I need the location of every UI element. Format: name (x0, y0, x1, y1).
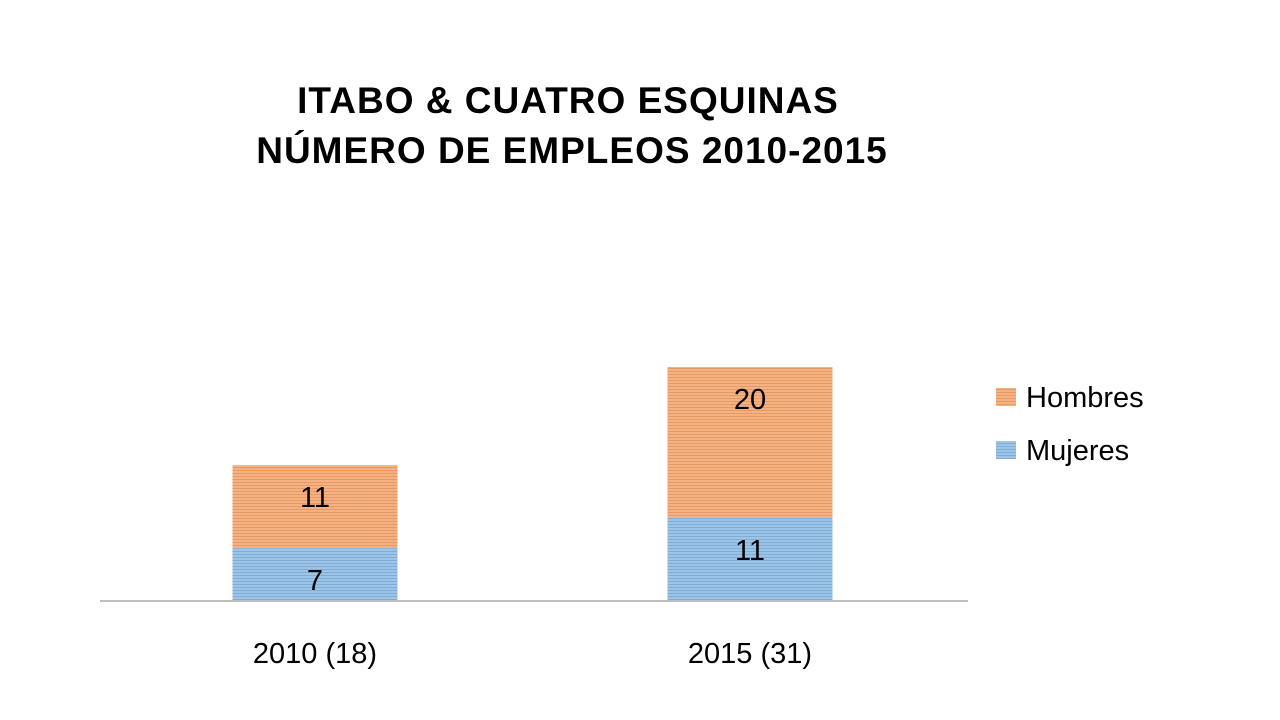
legend-label-hombres: Hombres (1026, 382, 1144, 414)
data-label-hombres-2015-31: 20 (734, 384, 766, 416)
data-labels-layer: 7 11 11 20 (300, 384, 766, 597)
bars-layer (232, 366, 833, 601)
bar-mujeres-2010-18 (232, 548, 398, 601)
legend: Hombres Mujeres (996, 382, 1144, 467)
chart-title-line-1: ITABO & CUATRO ESQUINAS (297, 80, 839, 121)
bar-hombres-2010-18 (232, 465, 398, 549)
data-label-mujeres-2015-31: 11 (735, 535, 765, 567)
legend-swatch-mujeres (996, 441, 1016, 459)
chart-title-line-2: NÚMERO DE EMPLEOS 2010-2015 (256, 129, 888, 171)
x-tick-labels: 2010 (18) 2015 (31) (253, 638, 812, 670)
bar-hombres-2015-31 (667, 366, 833, 518)
legend-swatch-hombres (996, 388, 1016, 406)
data-label-mujeres-2010-18: 7 (307, 565, 323, 597)
x-tick-label: 2010 (18) (253, 638, 377, 670)
legend-label-mujeres: Mujeres (1026, 435, 1129, 467)
bar-mujeres-2015-31 (667, 517, 833, 601)
chart-title: ITABO & CUATRO ESQUINAS NÚMERO DE EMPLEO… (256, 80, 888, 171)
x-tick-label: 2015 (31) (688, 638, 812, 670)
data-label-hombres-2010-18: 11 (300, 482, 330, 514)
